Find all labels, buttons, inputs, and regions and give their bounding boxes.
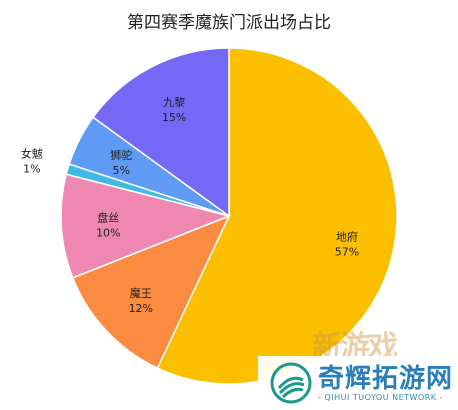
- watermark-site-name: 奇辉拓游网: [318, 364, 454, 394]
- pie-slice-5: [92, 47, 230, 218]
- slice-name-label-0: 地府: [336, 229, 358, 243]
- slice-value-label-2: 10%: [96, 227, 120, 240]
- pie-slice-0: [156, 47, 398, 385]
- slice-name-label-3: 女魃: [21, 147, 43, 161]
- pie-slices: [60, 47, 398, 385]
- slice-value-label-3: 1%: [23, 163, 40, 176]
- pie-slice-2: [60, 173, 232, 279]
- slice-name-label-4: 狮驼: [110, 148, 132, 162]
- slice-name-label-5: 九黎: [163, 95, 185, 109]
- slice-name-label-1: 魔王: [130, 286, 152, 300]
- watermark-logo-icon: [270, 362, 312, 404]
- chart-title: 第四赛季魔族门派出场占比: [127, 13, 331, 33]
- slice-value-label-5: 15%: [162, 111, 186, 124]
- slice-value-label-0: 57%: [335, 245, 359, 258]
- slice-value-label-1: 12%: [129, 302, 153, 315]
- slice-name-label-2: 盘丝: [97, 211, 119, 225]
- watermark-site-subtitle: - QIHUI TUOYOU NETWORK -: [318, 393, 443, 402]
- pie-labels: 地府 57% 魔王 12% 盘丝 10% 女魃 1% 狮驼 5% 九黎 15%: [21, 95, 359, 315]
- pie-slice-1: [71, 214, 231, 370]
- slice-value-label-4: 5%: [112, 164, 129, 177]
